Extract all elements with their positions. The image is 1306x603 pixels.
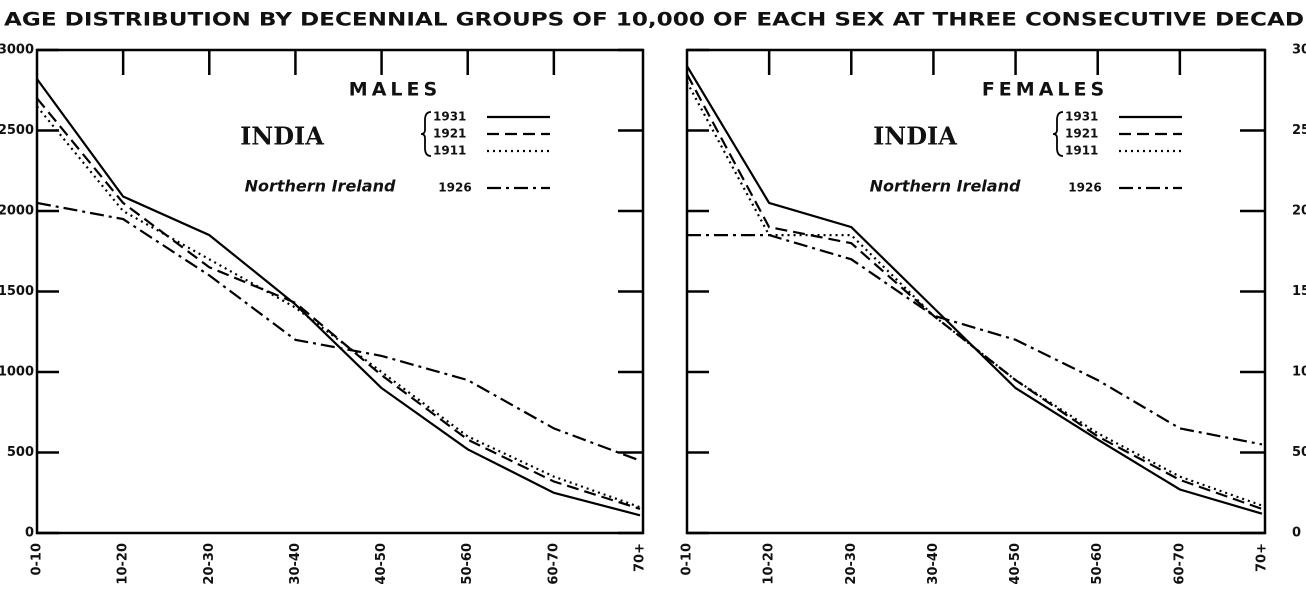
panel-title: MALES <box>349 79 441 101</box>
y-tick-label: 1500 <box>0 284 34 299</box>
x-tick-label: 10-20 <box>762 543 777 585</box>
series-line <box>36 201 641 462</box>
x-tick-label: 70+ <box>633 543 648 572</box>
india-label: INDIA <box>240 122 324 151</box>
x-tick-label: 60-70 <box>546 543 561 585</box>
x-tick-label: 50-60 <box>1090 543 1105 585</box>
x-tick-label: 10-20 <box>116 543 131 585</box>
ni-label: Northern Ireland <box>870 177 1021 196</box>
x-tick-label: 20-30 <box>844 543 859 585</box>
y-tick-label: 500 <box>7 445 34 460</box>
series-line <box>36 105 641 509</box>
legend-label: 1931 <box>433 110 466 124</box>
y-tick-label: 1000 <box>0 365 34 380</box>
x-tick-label: 60-70 <box>1172 543 1187 585</box>
x-tick-label: 30-40 <box>288 543 303 585</box>
y-tick-label: 0 <box>1292 526 1301 541</box>
page-title: AGE DISTRIBUTION BY DECENNIAL GROUPS OF … <box>4 9 1304 31</box>
plot-frame <box>685 48 1267 535</box>
ni-label: Northern Ireland <box>245 177 396 196</box>
legend-label: 1926 <box>1068 181 1101 195</box>
x-tick-label: 0-10 <box>30 543 45 576</box>
series-line <box>686 73 1263 510</box>
legend-label: 1921 <box>1065 127 1098 141</box>
series-line <box>687 234 1263 446</box>
series-line <box>36 97 641 510</box>
legend-label: 1931 <box>1065 110 1098 124</box>
y-tick-label: 2000 <box>1292 204 1306 219</box>
y-tick-label: 1500 <box>1292 284 1306 299</box>
legend-bracket <box>1052 111 1064 157</box>
x-tick-label: 20-30 <box>202 543 217 585</box>
x-tick-label: 40-50 <box>1008 543 1023 585</box>
plot-frame <box>35 48 645 535</box>
series-line <box>686 81 1263 507</box>
y-tick-label: 1000 <box>1292 365 1306 380</box>
india-label: INDIA <box>873 122 957 151</box>
y-tick-label: 500 <box>1292 445 1306 460</box>
legend-bracket <box>420 111 432 157</box>
panel-title: FEMALES <box>982 79 1108 101</box>
y-tick-label: 3000 <box>0 43 34 58</box>
legend-label: 1911 <box>1065 144 1098 158</box>
x-tick-label: 0-10 <box>680 543 695 576</box>
y-tick-label: 2000 <box>0 204 34 219</box>
y-tick-label: 2500 <box>1292 123 1306 138</box>
legend-label: 1911 <box>433 144 466 158</box>
x-tick-label: 50-60 <box>460 543 475 585</box>
legend-label: 1921 <box>433 127 466 141</box>
x-tick-label: 30-40 <box>926 543 941 585</box>
x-tick-label: 40-50 <box>374 543 389 585</box>
y-tick-label: 3000 <box>1292 43 1306 58</box>
x-tick-label: 70+ <box>1255 543 1270 572</box>
y-tick-label: 2500 <box>0 123 34 138</box>
y-tick-label: 0 <box>25 526 34 541</box>
series-line <box>36 78 641 517</box>
legend-label: 1926 <box>438 181 471 195</box>
